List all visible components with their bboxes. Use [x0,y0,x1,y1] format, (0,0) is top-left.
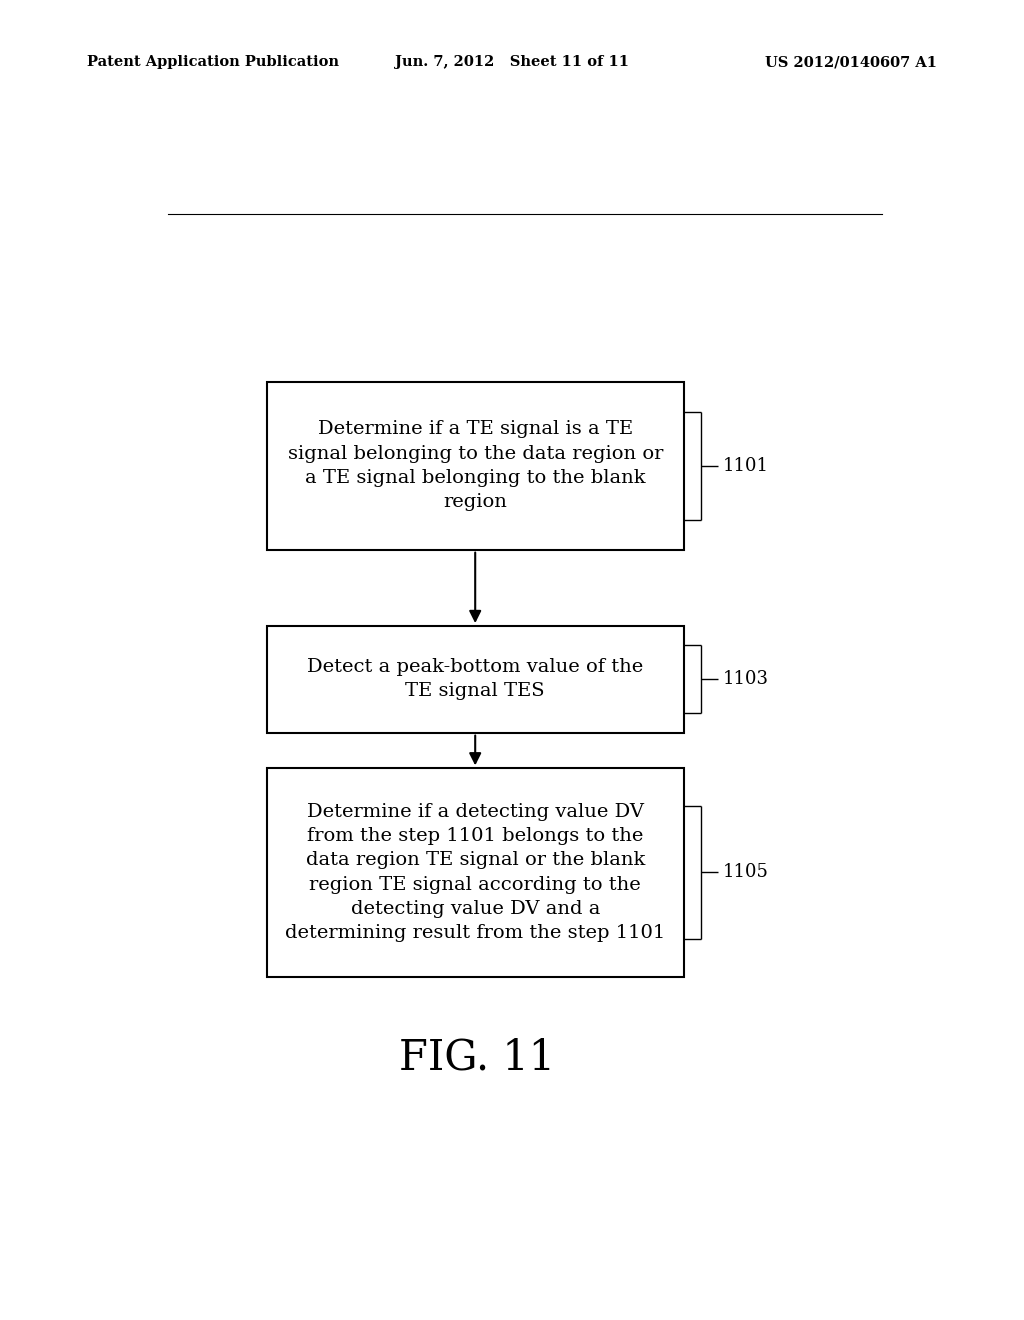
Text: 1105: 1105 [723,863,769,882]
Text: 1103: 1103 [723,671,769,688]
Text: Jun. 7, 2012   Sheet 11 of 11: Jun. 7, 2012 Sheet 11 of 11 [395,55,629,70]
Text: Detect a peak-bottom value of the
TE signal TES: Detect a peak-bottom value of the TE sig… [307,659,643,701]
Text: US 2012/0140607 A1: US 2012/0140607 A1 [765,55,937,70]
Bar [267,381,684,549]
Text: Determine if a TE signal is a TE
signal belonging to the data region or
a TE sig: Determine if a TE signal is a TE signal … [288,420,663,511]
Text: Determine if a detecting value DV
from the step 1101 belongs to the
data region : Determine if a detecting value DV from t… [285,803,666,942]
Text: FIG. 11: FIG. 11 [399,1038,555,1078]
Bar [267,768,684,977]
Text: Patent Application Publication: Patent Application Publication [87,55,339,70]
Bar [267,626,684,733]
Text: 1101: 1101 [723,457,769,475]
